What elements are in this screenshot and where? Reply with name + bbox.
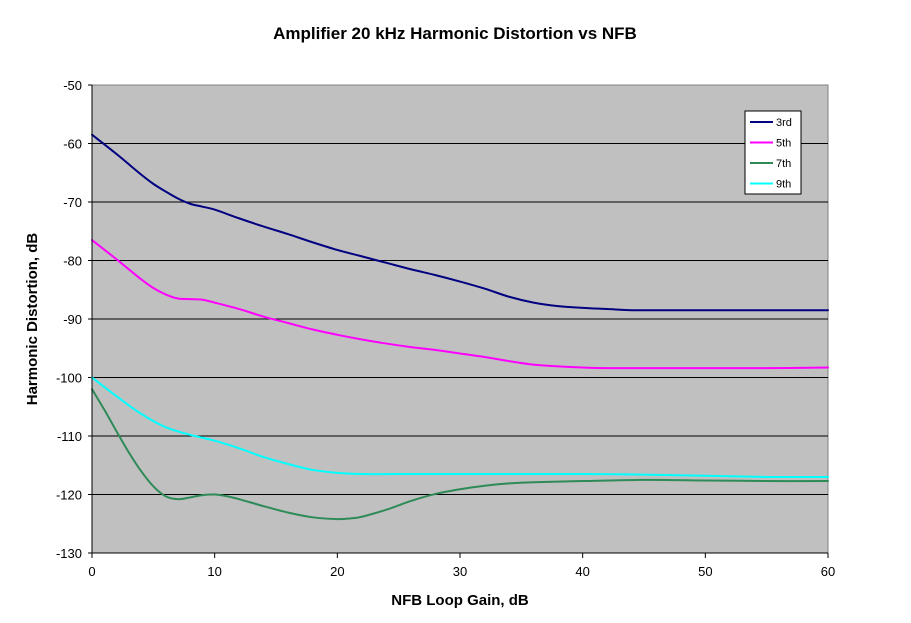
legend-label-7th: 7th bbox=[776, 158, 791, 170]
legend-label-5th: 5th bbox=[776, 138, 791, 150]
legend-box bbox=[744, 110, 802, 195]
series-line-5th bbox=[91, 239, 829, 370]
x-tick-label: 40 bbox=[575, 564, 589, 579]
x-tick-label: 20 bbox=[330, 564, 344, 579]
y-axis-title: Harmonic Distortion, dB bbox=[24, 233, 41, 406]
y-tick-label: -80 bbox=[63, 254, 82, 269]
grid bbox=[92, 143, 828, 495]
y-tick-label: -100 bbox=[56, 371, 82, 386]
x-tick-label: 0 bbox=[88, 564, 95, 579]
x-axis-ticks: 0 10 20 30 40 50 60 bbox=[88, 553, 835, 579]
y-tick-label: -110 bbox=[57, 429, 82, 444]
series-line-7th bbox=[91, 388, 829, 521]
legend: 3rd 5th 7th 9th bbox=[744, 110, 802, 195]
y-tick-label: -90 bbox=[63, 312, 82, 327]
chart-title: Amplifier 20 kHz Harmonic Distortion vs … bbox=[273, 24, 637, 43]
y-tick-label: -130 bbox=[56, 546, 82, 561]
x-tick-label: 10 bbox=[207, 564, 221, 579]
series-line-3rd bbox=[91, 133, 829, 312]
legend-label-9th: 9th bbox=[776, 179, 791, 191]
x-tick-label: 50 bbox=[698, 564, 712, 579]
y-tick-label: -70 bbox=[63, 195, 82, 210]
x-axis-title: NFB Loop Gain, dB bbox=[391, 592, 529, 609]
x-tick-label: 30 bbox=[453, 564, 467, 579]
x-tick-label: 60 bbox=[821, 564, 835, 579]
series-layer bbox=[91, 133, 829, 521]
series-line-9th bbox=[91, 376, 829, 479]
y-tick-label: -120 bbox=[56, 488, 82, 503]
y-tick-label: -60 bbox=[63, 137, 82, 152]
y-axis-ticks: -50 -60 -70 -80 -90 -100 -110 -120 -130 bbox=[56, 78, 92, 561]
legend-label-3rd: 3rd bbox=[776, 117, 792, 129]
y-tick-label: -50 bbox=[63, 78, 82, 93]
